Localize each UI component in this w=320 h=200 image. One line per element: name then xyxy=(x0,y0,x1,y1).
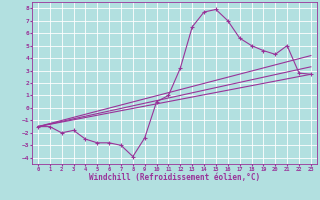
X-axis label: Windchill (Refroidissement éolien,°C): Windchill (Refroidissement éolien,°C) xyxy=(89,173,260,182)
